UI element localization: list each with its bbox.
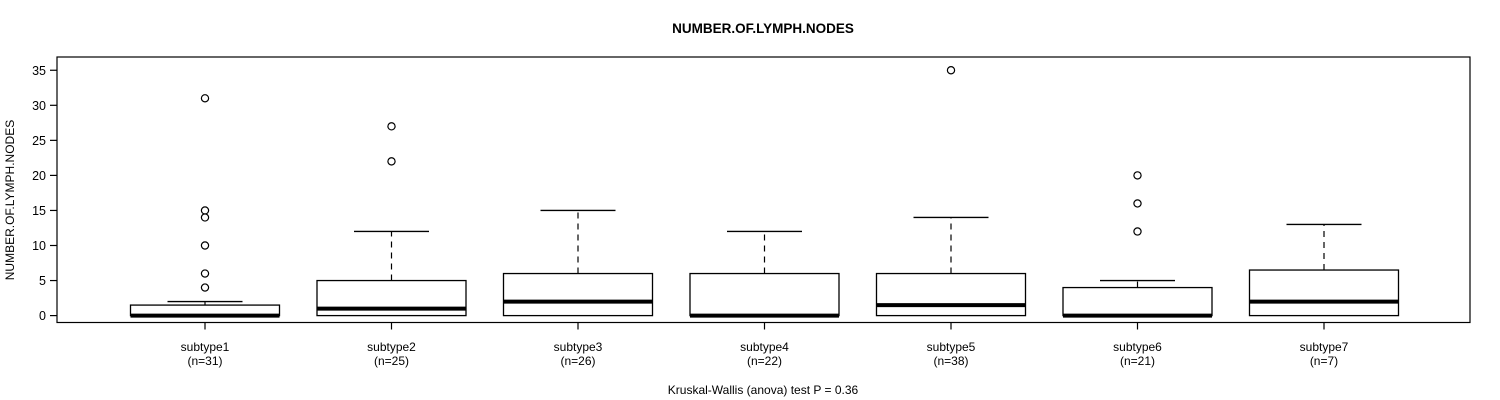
group-n-label: (n=22)	[747, 354, 782, 368]
plot-frame	[56, 56, 1471, 324]
outlier-point	[1133, 171, 1142, 180]
outlier-point	[387, 157, 396, 166]
y-tick-label: 5	[39, 274, 46, 288]
outlier-point	[200, 213, 210, 222]
y-tick-label: 15	[32, 204, 46, 218]
outlier-point	[200, 241, 210, 250]
y-axis-label: NUMBER.OF.LYMPH.NODES	[3, 120, 17, 280]
group-label: subtype3	[554, 340, 603, 354]
group-n-label: (n=38)	[933, 354, 968, 368]
y-tick-label: 20	[32, 169, 46, 183]
y-tick-label: 0	[39, 309, 46, 323]
chart-title: NUMBER.OF.LYMPH.NODES	[672, 21, 854, 36]
group-label: subtype1	[181, 340, 230, 354]
group-label: subtype2	[367, 340, 416, 354]
group-label: subtype5	[927, 340, 976, 354]
group-n-label: (n=31)	[187, 354, 222, 368]
group-label: subtype4	[740, 340, 789, 354]
outlier-point	[1133, 227, 1142, 236]
y-tick-label: 10	[32, 239, 46, 253]
outlier-point	[200, 283, 210, 292]
outlier-point	[946, 66, 956, 75]
plot-area: 05101520253035subtype1(n=31)subtype2(n=2…	[32, 56, 1471, 368]
y-tick-label: 25	[32, 134, 46, 148]
outlier-point	[200, 206, 210, 215]
group-n-label: (n=21)	[1120, 354, 1155, 368]
iqr-box	[1248, 269, 1400, 317]
group-label: subtype6	[1113, 340, 1162, 354]
outlier-point	[1133, 199, 1142, 208]
y-tick-label: 35	[32, 64, 46, 78]
group-n-label: (n=7)	[1310, 354, 1338, 368]
group-n-label: (n=26)	[560, 354, 595, 368]
outlier-point	[200, 269, 210, 278]
group-n-label: (n=25)	[374, 354, 409, 368]
outlier-point	[387, 122, 396, 131]
iqr-box	[689, 272, 840, 317]
iqr-box	[1062, 286, 1213, 317]
kruskal-wallis-note: Kruskal-Wallis (anova) test P = 0.36	[668, 383, 859, 397]
iqr-box	[875, 272, 1027, 317]
iqr-box	[502, 272, 654, 317]
group-label: subtype7	[1300, 340, 1349, 354]
outlier-point	[200, 94, 210, 103]
y-tick-label: 30	[32, 99, 46, 113]
